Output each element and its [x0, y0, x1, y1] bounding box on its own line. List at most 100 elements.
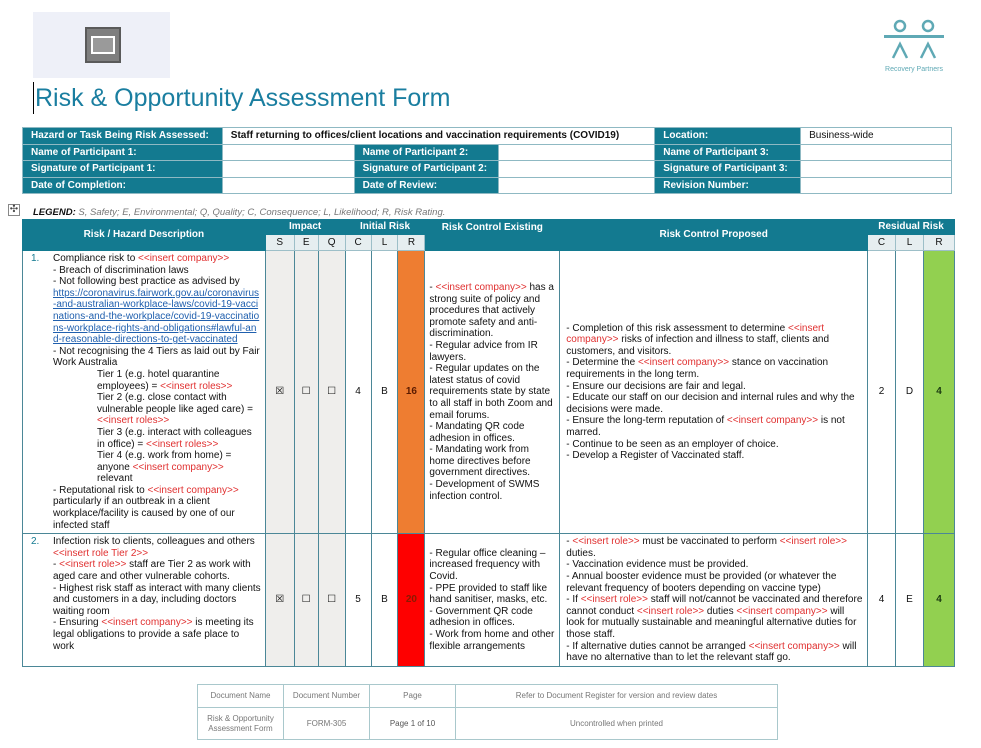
text-line: - Highest risk staff as interact with ma…	[53, 583, 261, 618]
placeholder-text: <<insert roles>>	[146, 438, 219, 450]
text-line: - Annual booster evidence must be provid…	[566, 571, 863, 594]
text-segment: - Develop a Register of Vaccinated staff…	[566, 450, 745, 462]
participant-1-signature-label: Signature of Participant 1:	[22, 160, 223, 178]
text-segment: - Annual booster evidence must be provid…	[566, 571, 837, 594]
impact-safety-checkbox[interactable]: ☒	[264, 533, 295, 667]
location-field[interactable]: Business-wide	[800, 127, 952, 145]
initial-consequence: 5	[344, 533, 372, 667]
header-existing-spacer	[424, 234, 561, 251]
risk-description: 1. Compliance risk to <<insert company>> -…	[22, 249, 266, 535]
header-residual-c: C	[867, 234, 896, 251]
text-segment: has a strong suite of policy and procedu…	[429, 281, 554, 340]
legend-text: S, Safety; E, Environmental; Q, Quality;…	[75, 207, 446, 218]
text-segment: - If	[566, 594, 581, 606]
revision-number-field[interactable]	[800, 176, 952, 194]
text-line: https://coronavirus.fairwork.gov.au/coro…	[53, 288, 261, 346]
header-e: E	[293, 234, 319, 251]
residual-likelihood: D	[895, 249, 924, 535]
text-segment: must be vaccinated to perform	[639, 536, 780, 548]
residual-consequence: 2	[867, 249, 896, 535]
text-line: Compliance risk to <<insert company>>	[53, 253, 261, 265]
text-line: - If <<insert role>> staff will not/cann…	[566, 594, 863, 640]
initial-consequence: 4	[344, 249, 372, 535]
text-line: - Mandating work from home directives be…	[429, 444, 555, 479]
text-segment: stance on vaccination requirements in th…	[566, 357, 829, 380]
header-impact: Impact	[264, 219, 346, 235]
text-segment: is meeting its legal obligations to prov…	[53, 617, 254, 652]
participant-2-signature-field[interactable]	[498, 160, 656, 178]
doc-number-label: Document Number	[283, 684, 370, 708]
text-line: Tier 3 (e.g. interact with colleagues in…	[53, 427, 261, 450]
header-description: Risk / Hazard Description	[22, 219, 266, 251]
text-line: - Development of SWMS infection control.	[429, 479, 555, 502]
residual-likelihood: E	[895, 533, 924, 667]
header-existing: Risk Control Existing	[424, 219, 561, 235]
text-line: Infection risk to clients, colleagues an…	[53, 536, 261, 559]
risk-description: 2. Infection risk to clients, colleagues …	[22, 533, 266, 667]
text-line: - Determine the <<insert company>> stanc…	[566, 357, 863, 380]
placeholder-text: <<insert company>>	[138, 253, 230, 264]
text-segment: - Not recognising the 4 Tiers as laid ou…	[53, 345, 260, 369]
text-line: - Breach of discrimination laws	[53, 265, 261, 277]
text-segment: particularly if an outbreak in a client …	[53, 496, 235, 531]
placeholder-text: <<insert company>>	[736, 605, 828, 617]
text-line: - Continue to be seen as an employer of …	[566, 439, 863, 451]
impact-quality-checkbox[interactable]: ☐	[317, 249, 346, 535]
participant-3-signature-label: Signature of Participant 3:	[654, 160, 802, 178]
participant-3-signature-field[interactable]	[800, 160, 952, 178]
register-note: Refer to Document Register for version a…	[455, 684, 778, 708]
logo-text: Recovery Partners	[885, 66, 943, 73]
text-line: - Government QR code adhesion in offices…	[429, 606, 555, 629]
placeholder-text: <<insert company>>	[637, 357, 730, 369]
table-move-handle-icon[interactable]: ✣	[8, 204, 20, 216]
risk-table: Risk / Hazard Description Impact Initial…	[22, 219, 956, 667]
participant-2-name-field[interactable]	[498, 143, 656, 161]
participant-1-signature-field[interactable]	[221, 160, 355, 178]
text-segment: Compliance risk to	[53, 253, 139, 264]
review-date-field[interactable]	[498, 176, 656, 194]
text-line: - Ensure the long-term reputation of <<i…	[566, 415, 863, 438]
participant-2-name-label: Name of Participant 2:	[353, 143, 500, 161]
text-segment: - Educate our staff on our decision and …	[566, 392, 855, 415]
proposed-controls: - Completion of this risk assessment to …	[559, 249, 869, 535]
impact-safety-checkbox[interactable]: ☒	[264, 249, 295, 535]
placeholder-text: <<insert roles>>	[97, 415, 170, 427]
existing-controls: - Regular office cleaning – increased fr…	[424, 533, 561, 667]
initial-likelihood: B	[370, 249, 399, 535]
text-segment: - Ensure the long-term reputation of	[566, 415, 727, 427]
header-l: L	[370, 234, 399, 251]
text-line: - Vaccination evidence must be provided.	[566, 559, 863, 571]
text-line: - Work from home and other flexible arra…	[429, 629, 555, 652]
header-initial-risk: Initial Risk	[344, 219, 426, 235]
placeholder-text: <<insert role>>	[636, 605, 705, 617]
text-segment: -	[566, 536, 573, 548]
fairwork-link[interactable]: https://coronavirus.fairwork.gov.au/coro…	[53, 287, 260, 346]
text-segment: - Regular advice from IR lawyers.	[429, 339, 538, 363]
text-segment: Tier 1 (e.g. hotel quarantine employees)…	[97, 368, 220, 392]
numbered-item: 1. Compliance risk to <<insert company>> -…	[31, 253, 261, 531]
impact-environmental-checkbox[interactable]: ☐	[293, 533, 319, 667]
hazard-label: Hazard or Task Being Risk Assessed:	[22, 127, 223, 145]
legend: LEGEND: S, Safety; E, Environmental; Q, …	[33, 207, 445, 218]
text-line: - PPE provided to staff like hand saniti…	[429, 583, 555, 606]
text-segment: - If alternative duties cannot be arrang…	[566, 640, 749, 652]
text-line: - Regular advice from IR lawyers.	[429, 340, 555, 363]
placeholder-text: <<insert role>>	[580, 594, 648, 606]
hazard-field[interactable]: Staff returning to offices/client locati…	[221, 127, 656, 145]
completion-date-field[interactable]	[221, 176, 355, 194]
residual-risk-rating: 4	[922, 533, 956, 667]
text-segment: relevant	[97, 473, 133, 485]
text-line: - <<insert role>> must be vaccinated to …	[566, 536, 863, 559]
header-residual-risk: Residual Risk	[867, 219, 955, 235]
doc-number: FORM-305	[283, 707, 370, 740]
text-line: - Completion of this risk assessment to …	[566, 323, 863, 358]
row-number: 1.	[31, 253, 40, 264]
text-segment: risks of infection and illness to staff,…	[566, 334, 830, 357]
text-line: - Regular updates on the latest status o…	[429, 363, 555, 421]
participant-3-name-field[interactable]	[800, 143, 952, 161]
impact-quality-checkbox[interactable]: ☐	[317, 533, 346, 667]
participant-1-name-field[interactable]	[221, 143, 355, 161]
text-line: - <<insert company>> has a strong suite …	[429, 282, 555, 340]
text-segment: - Breach of discrimination laws	[53, 264, 189, 276]
impact-environmental-checkbox[interactable]: ☐	[293, 249, 319, 535]
